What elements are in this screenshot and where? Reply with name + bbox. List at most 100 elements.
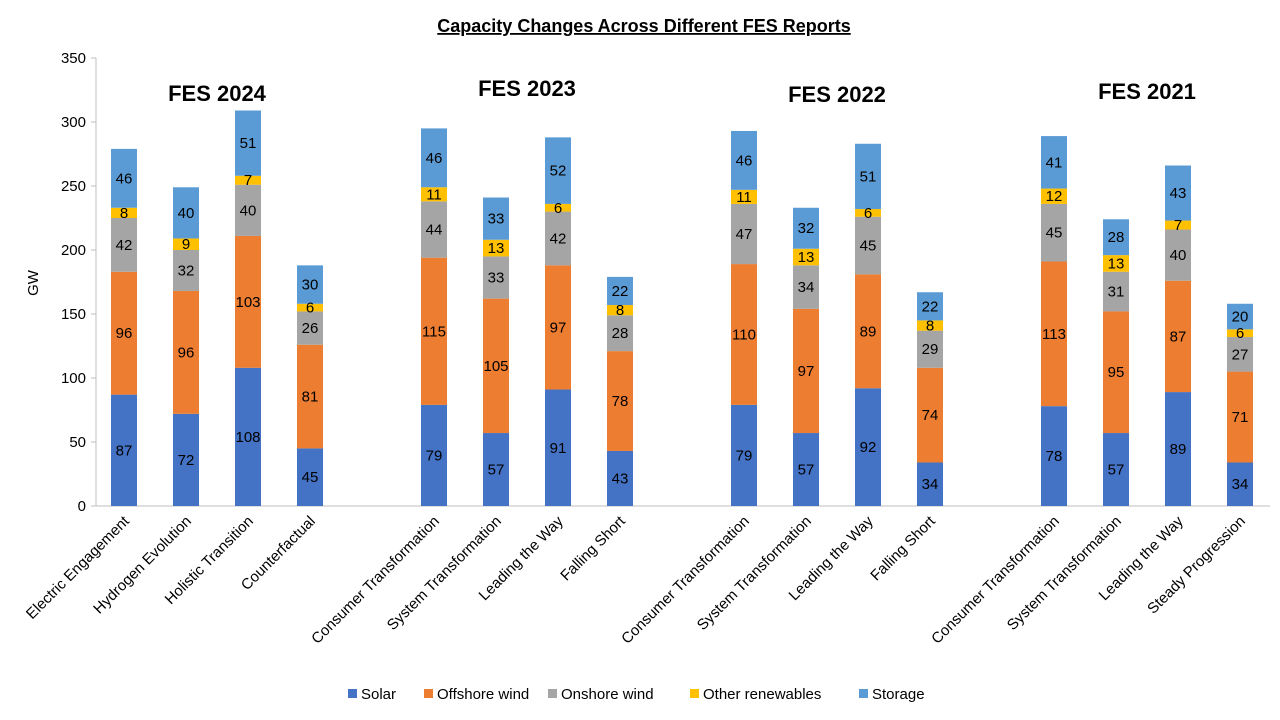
bar-segment — [607, 276, 633, 306]
data-label: 105 — [483, 358, 508, 375]
data-label: 103 — [235, 294, 260, 311]
bar-segment — [793, 248, 819, 266]
data-label: 9 — [182, 236, 190, 253]
bar-segment — [297, 448, 323, 506]
category-label: Consumer Transformation — [928, 513, 1063, 648]
data-label: 87 — [1170, 328, 1187, 345]
data-label: 89 — [860, 323, 877, 340]
bar-segment — [1103, 311, 1129, 434]
data-label: 110 — [732, 326, 756, 343]
data-label: 34 — [1232, 476, 1249, 493]
data-label: 22 — [612, 283, 629, 300]
data-label: 89 — [1170, 441, 1187, 458]
bar-segment — [421, 257, 447, 405]
bar-segment — [1165, 220, 1191, 230]
bar-segment — [545, 211, 571, 266]
bar-segment — [855, 274, 881, 389]
y-axis-label: GW — [25, 269, 42, 296]
bar-segment — [917, 330, 943, 368]
data-label: 97 — [798, 363, 815, 380]
y-tick-label: 50 — [69, 434, 86, 451]
data-label: 8 — [120, 205, 128, 222]
bar-segment — [1227, 303, 1253, 330]
data-label: 28 — [612, 325, 629, 342]
data-label: 34 — [922, 476, 939, 493]
bars-layer — [111, 110, 1253, 506]
bar-segment — [793, 265, 819, 309]
bar-segment — [855, 388, 881, 506]
data-label: 97 — [550, 319, 567, 336]
category-label: Consumer Transformation — [308, 513, 443, 648]
data-label: 32 — [178, 262, 195, 279]
bar-segment — [235, 184, 261, 236]
data-label: 96 — [178, 344, 195, 361]
bar-segment — [607, 305, 633, 316]
bar-segment — [1041, 406, 1067, 506]
axes: 0 50 100 150 200 250 300 350 — [61, 50, 1270, 515]
bar-segment — [1165, 280, 1191, 393]
data-label: 57 — [1108, 462, 1125, 479]
bar-segment — [173, 413, 199, 506]
bar-segment — [545, 389, 571, 506]
bar-segment — [297, 265, 323, 304]
bar-segment — [917, 367, 943, 463]
category-label: System Transformation — [1004, 513, 1125, 634]
data-label: 8 — [926, 318, 934, 335]
bar-segment — [235, 110, 261, 176]
data-label: 6 — [306, 300, 314, 317]
group-label: FES 2023 — [478, 76, 576, 101]
bar-segment — [1041, 136, 1067, 189]
legend-swatch — [859, 689, 868, 698]
data-label: 8 — [616, 302, 624, 319]
bar-segment — [421, 201, 447, 258]
data-label: 71 — [1232, 409, 1249, 426]
y-tick-label: 0 — [78, 498, 86, 515]
data-label: 46 — [426, 150, 443, 167]
data-label: 27 — [1232, 346, 1249, 363]
bar-segment — [483, 197, 509, 240]
data-label: 11 — [736, 189, 752, 206]
bar-segment — [235, 235, 261, 368]
bar-segment — [111, 394, 137, 506]
data-label: 28 — [1108, 229, 1125, 246]
bar-segment — [545, 265, 571, 390]
legend-label: Storage — [872, 686, 925, 703]
data-label: 79 — [426, 447, 443, 464]
data-label: 13 — [488, 240, 505, 257]
bar-segment — [1103, 433, 1129, 506]
bar-segment — [1227, 371, 1253, 463]
bar-segment — [793, 207, 819, 249]
data-label: 6 — [864, 205, 872, 222]
category-label: System Transformation — [384, 513, 505, 634]
bar-segment — [1165, 165, 1191, 221]
bar-segment — [173, 238, 199, 250]
bar-segment — [1103, 255, 1129, 272]
category-label: System Transformation — [694, 513, 815, 634]
data-label: 6 — [554, 200, 562, 217]
legend: Solar Offshore wind Onshore wind Other rene… — [348, 686, 925, 703]
data-label: 7 — [244, 172, 252, 189]
data-label: 45 — [1046, 225, 1063, 242]
bar-segment — [917, 320, 943, 331]
bar-segment — [1103, 271, 1129, 312]
bar-segment — [1041, 188, 1067, 204]
data-label: 30 — [302, 277, 319, 294]
bar-segment — [111, 271, 137, 395]
data-label: 57 — [798, 462, 815, 479]
bar-segment — [607, 450, 633, 506]
y-tick-label: 350 — [61, 50, 86, 67]
data-label: 13 — [798, 249, 815, 266]
bar-segment — [1041, 203, 1067, 262]
data-label: 32 — [798, 220, 815, 237]
bar-segment — [235, 367, 261, 506]
data-label: 115 — [422, 323, 446, 340]
data-label: 45 — [860, 238, 877, 255]
bar-segment — [1227, 337, 1253, 372]
data-label: 45 — [302, 469, 319, 486]
bar-segment — [855, 143, 881, 210]
data-label: 113 — [1042, 326, 1066, 343]
bar-segment — [421, 128, 447, 188]
bar-segment — [545, 203, 571, 212]
bar-segment — [173, 290, 199, 414]
data-label: 31 — [1108, 284, 1125, 301]
